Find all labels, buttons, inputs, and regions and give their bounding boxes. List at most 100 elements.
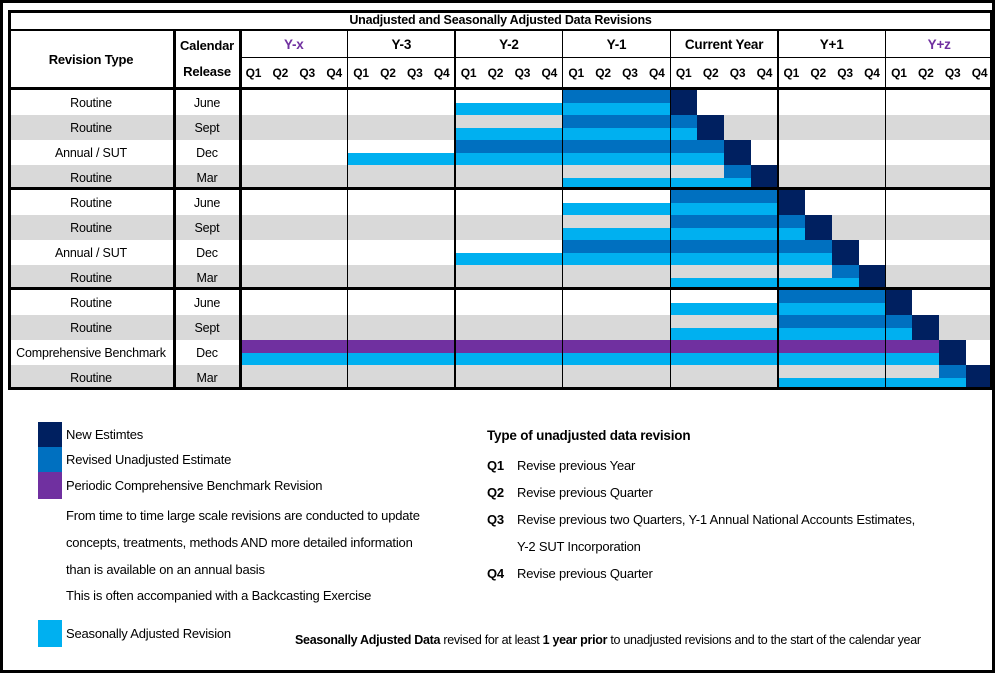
quarter-header-cell: Q3 — [406, 65, 423, 80]
benchmark-note-line1: From time to time large scale revisions … — [66, 508, 420, 523]
sa-note-normal2: to unadjusted revisions and to the start… — [607, 633, 921, 647]
new-estimate-cell — [724, 140, 751, 165]
seasonally-adjusted-bar — [670, 327, 913, 340]
unadjusted-types-heading: Type of unadjusted data revision — [487, 428, 691, 443]
unadjusted-type-quarter-label: Q2 — [487, 485, 504, 500]
quarter-header-cell: Q4 — [756, 65, 773, 80]
quarter-header-cell: Q3 — [299, 65, 316, 80]
year-header-cell: Y+z — [927, 37, 951, 52]
sa-note-normal1: revised for at least — [440, 633, 543, 647]
seasonally-adjusted-label: Seasonally Adjusted Revision — [66, 626, 231, 641]
release-month-cell: Mar — [196, 270, 218, 285]
unadjusted-revision-bar — [670, 215, 805, 228]
unadjusted-revision-bar — [562, 115, 698, 128]
grid-vline — [669, 31, 672, 390]
release-month-cell: Mar — [196, 370, 218, 385]
grid-outer-border — [8, 10, 993, 390]
revision-type-header: Revision Type — [48, 51, 134, 67]
quarter-header-cell: Q1 — [568, 65, 584, 80]
quarter-header-cell: Q3 — [944, 65, 961, 80]
quarter-header-cell: Q3 — [837, 65, 853, 80]
unadjusted-type-item: Q3 Revise previous two Quarters, Y-1 Annu… — [487, 508, 915, 532]
quarter-header-cell: Q4 — [541, 65, 558, 80]
seasonally-adjusted-bar — [347, 152, 725, 165]
unadjusted-revision-bar — [670, 190, 778, 203]
revision-type-cell: Routine — [70, 220, 112, 235]
calendar-header-line1: Calendar — [179, 38, 235, 53]
grid-vline — [454, 31, 456, 390]
quarter-header-cell: Q2 — [487, 65, 504, 80]
year-header-cell: Y-3 — [391, 37, 412, 52]
unadjusted-revision-bar — [562, 240, 832, 253]
grid-vline-thick — [172, 31, 176, 390]
revision-type-cell: Routine — [70, 170, 112, 185]
quarter-header-cell: Q4 — [326, 65, 342, 80]
year-header-cell: Current Year — [684, 37, 764, 52]
revision-type-cell: Routine — [70, 270, 112, 285]
unadjusted-revision-bar — [562, 90, 671, 103]
unadjusted-revision-bar — [777, 290, 886, 303]
revision-type-cell: Routine — [70, 120, 112, 135]
unadjusted-type-description: Revise previous two Quarters, Y-1 Annual… — [517, 512, 916, 527]
new-estimates-label: New Estimtes — [66, 427, 144, 442]
release-month-cell: Sept — [194, 320, 220, 335]
seasonally-adjusted-bar — [562, 227, 805, 240]
new-estimate-cell — [670, 90, 698, 115]
revision-type-cell: Comprehensive Benchmark — [16, 345, 166, 360]
new-estimate-cell — [697, 115, 725, 140]
seasonally-adjusted-bar — [562, 177, 751, 190]
unadjusted-type-description: Revise previous Quarter — [517, 566, 653, 581]
release-month-cell: June — [193, 295, 221, 310]
revised-unadjusted-swatch — [38, 447, 62, 472]
new-estimate-cell — [966, 365, 993, 390]
unadjusted-type-description: Revise previous Quarter — [517, 485, 653, 500]
quarter-header-cell: Q1 — [245, 65, 262, 80]
new-estimate-cell — [939, 340, 967, 365]
unadjusted-type-item: Q1 Revise previous Year — [487, 454, 635, 478]
unadjusted-type-description: Revise previous Year — [517, 458, 636, 473]
quarter-header-cell: Q1 — [891, 65, 907, 80]
seasonally-adjusted-note: Seasonally Adjusted Data revised for at … — [295, 630, 921, 650]
grid-vline — [346, 31, 349, 390]
year-header-cell: Y-x — [283, 37, 304, 52]
new-estimate-cell — [831, 240, 859, 265]
release-month-cell: June — [193, 195, 221, 210]
quarter-header-cell: Q4 — [864, 65, 880, 80]
quarter-header-cell: Q1 — [460, 65, 477, 80]
revision-type-cell: Routine — [70, 95, 112, 110]
release-month-cell: Sept — [194, 220, 220, 235]
quarter-header-cell: Q1 — [353, 65, 369, 80]
sa-note-bold2: 1 year prior — [542, 633, 608, 647]
seasonally-adjusted-bar — [670, 277, 859, 290]
calendar-header-line2: Release — [183, 64, 231, 79]
unadjusted-revision-bar — [777, 315, 913, 328]
revised-unadjusted-label: Revised Unadjusted Estimate — [66, 452, 232, 467]
quarter-header-cell: Q2 — [917, 65, 934, 80]
new-estimate-cell — [750, 165, 778, 190]
release-month-cell: Dec — [196, 345, 218, 360]
header-bottom-border — [8, 87, 993, 90]
new-estimate-cell — [885, 290, 913, 315]
group-divider — [8, 287, 993, 290]
new-estimate-cell — [912, 315, 940, 340]
release-month-cell: Dec — [196, 245, 218, 260]
quarter-header-cell: Q2 — [272, 65, 289, 80]
title-divider — [8, 29, 993, 31]
quarter-header-cell: Q2 — [702, 65, 719, 80]
quarter-header-cell: Q2 — [595, 65, 611, 80]
revision-type-cell: Annual / SUT — [55, 245, 127, 260]
benchmark-revision-label: Periodic Comprehensive Benchmark Revisio… — [66, 478, 323, 493]
quarter-header-cell: Q3 — [514, 65, 531, 80]
year-header-cell: Y-1 — [606, 37, 627, 52]
chart-title: Unadjusted and Seasonally Adjusted Data … — [349, 13, 652, 27]
unadjusted-revision-bar — [724, 165, 751, 178]
quarter-header-cell: Q3 — [729, 65, 746, 80]
grid-vline-thick — [238, 31, 242, 390]
seasonally-adjusted-bar — [455, 127, 698, 140]
quarter-header-cell: Q4 — [649, 65, 665, 80]
row-background — [8, 190, 993, 215]
new-estimate-cell — [804, 215, 832, 240]
revision-type-cell: Routine — [70, 370, 112, 385]
release-month-cell: June — [193, 95, 221, 110]
